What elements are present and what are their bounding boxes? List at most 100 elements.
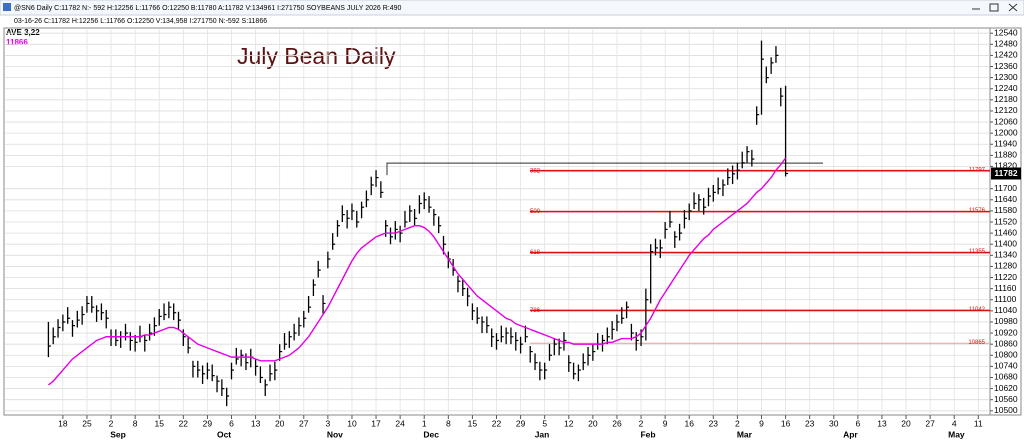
y-tick-label: 12120 bbox=[994, 105, 1018, 115]
last-price-label: 11782 bbox=[994, 168, 1017, 178]
x-tick-label: 26 bbox=[612, 418, 622, 428]
x-tick-label: 29 bbox=[516, 418, 526, 428]
ma-legend-value: 11866 bbox=[6, 38, 28, 47]
y-tick-label: 12000 bbox=[994, 127, 1018, 137]
y-tick-label: 10620 bbox=[994, 383, 1018, 393]
x-tick-label: 30 bbox=[829, 418, 839, 428]
plot-frame bbox=[3, 27, 1022, 416]
x-tick-label: 13 bbox=[251, 418, 261, 428]
x-tick-label: 24 bbox=[395, 418, 405, 428]
window-buttons bbox=[968, 2, 1022, 13]
y-tick-label: 12480 bbox=[994, 39, 1018, 49]
fib-label: 382 bbox=[530, 168, 541, 174]
x-tick-label: 25 bbox=[82, 418, 92, 428]
x-tick-label: 15 bbox=[154, 418, 164, 428]
window-icon bbox=[3, 3, 11, 11]
fib-label: 618 bbox=[530, 250, 541, 256]
y-tick-label: 12540 bbox=[994, 27, 1018, 37]
last-price-box bbox=[991, 167, 1021, 180]
x-tick-label: 4 bbox=[952, 418, 957, 428]
x-tick-label: 16 bbox=[684, 418, 694, 428]
x-tick-label: 11 bbox=[974, 418, 983, 428]
y-tick-label: 11820 bbox=[994, 161, 1017, 171]
x-tick-label: 27 bbox=[925, 418, 935, 428]
maximize-button[interactable] bbox=[986, 2, 1002, 13]
x-tick-label: 12 bbox=[564, 418, 574, 428]
x-tick-label: 23 bbox=[709, 418, 719, 428]
x-tick-label: 8 bbox=[133, 418, 138, 428]
y-tick-label: 12360 bbox=[994, 61, 1018, 71]
y-tick-label: 11400 bbox=[994, 238, 1017, 248]
x-tick-label: 9 bbox=[759, 418, 764, 428]
y-tick-label: 12240 bbox=[994, 83, 1018, 93]
y-tick-label: 12420 bbox=[994, 50, 1018, 60]
fib-value-label: 11355 bbox=[969, 249, 986, 255]
window-title-bar bbox=[0, 0, 1024, 16]
x-tick-label: 29 bbox=[203, 418, 213, 428]
y-tick-label: 11520 bbox=[994, 216, 1017, 226]
month-label: Dec bbox=[423, 429, 439, 439]
fib-value-label: 11576 bbox=[969, 208, 986, 214]
y-tick-label: 10860 bbox=[994, 338, 1018, 348]
y-tick-label: 12060 bbox=[994, 116, 1018, 126]
maximize-icon bbox=[989, 3, 999, 12]
month-label: Nov bbox=[327, 429, 343, 439]
month-label: Oct bbox=[217, 429, 231, 439]
y-tick-label: 11700 bbox=[994, 183, 1017, 193]
reference-line bbox=[386, 162, 823, 176]
month-label: Sep bbox=[110, 429, 126, 439]
moving-average bbox=[47, 157, 787, 386]
chart-title: July Bean Daily bbox=[237, 43, 396, 69]
y-tick-label: 12300 bbox=[994, 72, 1018, 82]
x-tick-label: 18 bbox=[58, 418, 68, 428]
x-tick-label: 6 bbox=[855, 418, 860, 428]
window-title: @SN6 Daily C:11782 N:- 592 H:12256 L:117… bbox=[14, 5, 402, 12]
month-label: May bbox=[948, 429, 965, 439]
x-tick-label: 23 bbox=[805, 418, 815, 428]
y-tick-label: 11880 bbox=[994, 150, 1017, 160]
y-tick-label: 11280 bbox=[994, 261, 1017, 271]
y-tick-label: 10800 bbox=[994, 350, 1018, 360]
x-tick-label: 2 bbox=[109, 418, 114, 428]
ma-legend: AVE 3,22 bbox=[6, 28, 40, 37]
y-tick-label: 10500 bbox=[994, 405, 1018, 415]
y-tick-label: 11940 bbox=[994, 139, 1017, 149]
x-tick-label: 6 bbox=[229, 418, 234, 428]
y-tick-label: 11160 bbox=[994, 283, 1017, 293]
minimize-button[interactable] bbox=[968, 2, 984, 13]
fib-value-label: 11042 bbox=[969, 307, 986, 313]
fib-value-label: 11797 bbox=[969, 167, 986, 173]
x-tick-label: 17 bbox=[371, 418, 381, 428]
x-tick-label: 20 bbox=[275, 418, 285, 428]
y-tick-label: 11040 bbox=[994, 305, 1017, 315]
y-tick-label: 11220 bbox=[994, 272, 1017, 282]
x-tick-label: 2 bbox=[735, 418, 740, 428]
y-tick-label: 12180 bbox=[994, 94, 1018, 104]
x-tick-label: 1 bbox=[422, 418, 427, 428]
x-tick-label: 13 bbox=[877, 418, 887, 428]
month-label: Apr bbox=[843, 429, 858, 439]
x-tick-label: 27 bbox=[299, 418, 309, 428]
x-tick-label: 20 bbox=[901, 418, 911, 428]
x-tick-label: 15 bbox=[468, 418, 478, 428]
y-tick-label: 11640 bbox=[994, 194, 1017, 204]
x-tick-label: 8 bbox=[446, 418, 451, 428]
x-tick-label: 3 bbox=[325, 418, 330, 428]
close-icon bbox=[1008, 3, 1018, 12]
month-label: Jan bbox=[535, 429, 550, 439]
y-tick-label: 11580 bbox=[994, 205, 1017, 215]
y-tick-label: 11100 bbox=[994, 294, 1017, 304]
y-tick-label: 10920 bbox=[994, 327, 1018, 337]
x-tick-label: 22 bbox=[179, 418, 189, 428]
x-tick-label: 9 bbox=[663, 418, 668, 428]
y-tick-label: 10560 bbox=[994, 394, 1018, 404]
month-label: Mar bbox=[737, 429, 753, 439]
month-label: Feb bbox=[640, 429, 655, 439]
x-tick-label: 2 bbox=[639, 418, 644, 428]
fib-label: 500 bbox=[530, 209, 541, 215]
x-tick-label: 20 bbox=[588, 418, 598, 428]
x-tick-label: 5 bbox=[542, 418, 547, 428]
x-tick-label: 10 bbox=[347, 418, 357, 428]
